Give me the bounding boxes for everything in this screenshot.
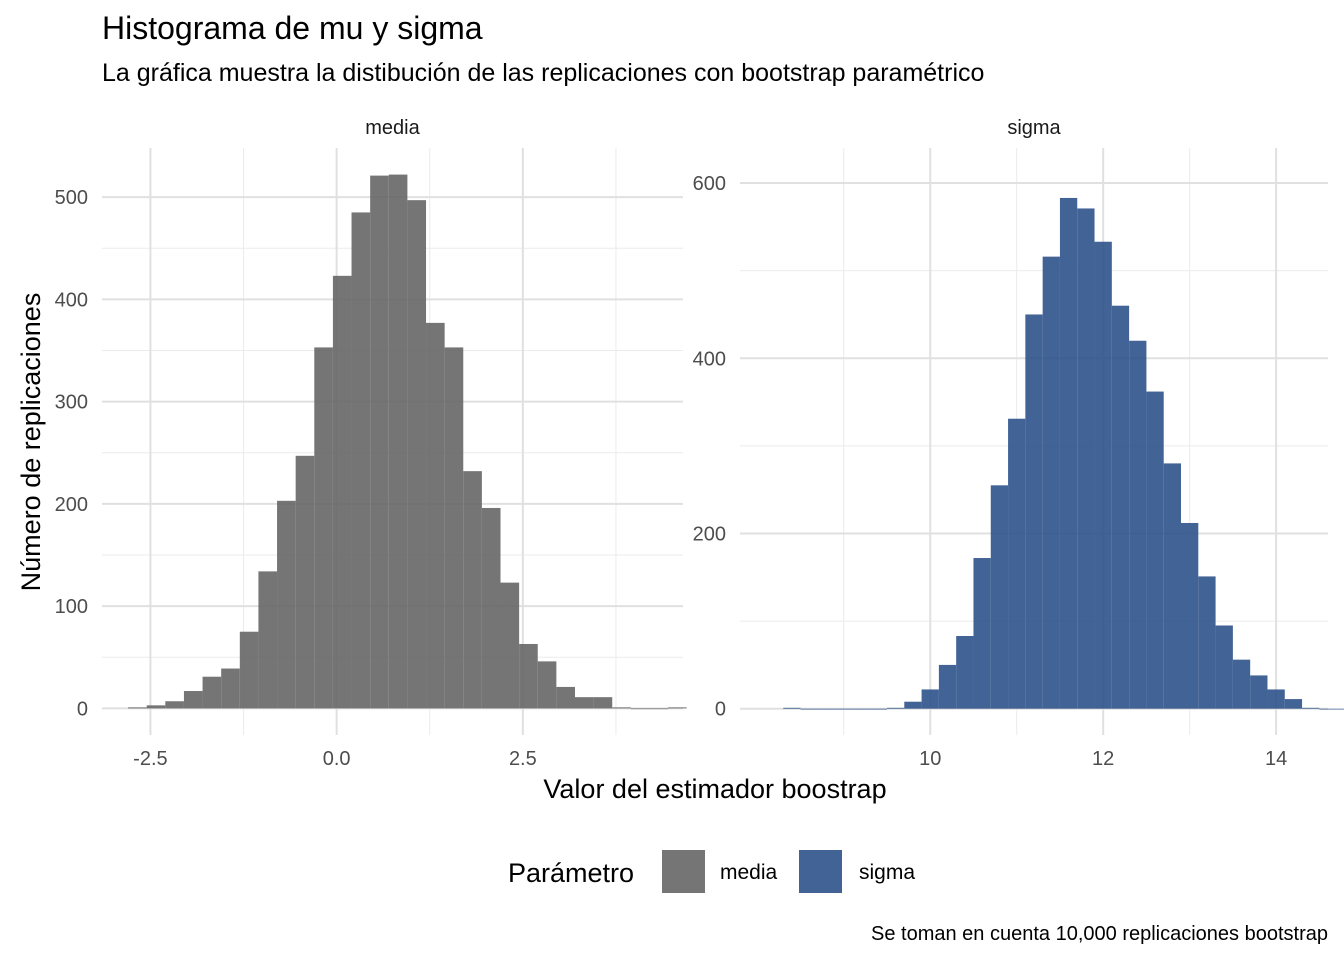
legend-key-media	[662, 850, 705, 893]
x-tick-label: 14	[1265, 748, 1287, 770]
histogram-bar-sigma	[1111, 305, 1130, 709]
histogram-bar-media	[183, 691, 203, 709]
y-tick-label: 500	[55, 187, 88, 209]
histogram-bar-sigma	[956, 635, 974, 709]
y-tick-label: 400	[693, 348, 726, 370]
histogram-bar-sigma	[852, 708, 870, 710]
y-tick-label: 0	[715, 699, 726, 721]
chart-caption: Se toman en cuenta 10,000 replicaciones …	[871, 923, 1328, 945]
histogram-bar-sigma	[1336, 708, 1344, 710]
histogram-bar-media	[574, 697, 594, 709]
histogram-bar-sigma	[1077, 208, 1095, 709]
facet-label-sigma: sigma	[1007, 117, 1061, 139]
chart-title: Histograma de mu y sigma	[102, 10, 483, 46]
histogram-bar-sigma	[1267, 689, 1285, 709]
y-tick-label: 200	[693, 523, 726, 545]
histogram-bar-media	[146, 705, 166, 709]
histogram-bar-sigma	[835, 708, 853, 710]
legend-label-sigma: sigma	[859, 861, 915, 884]
x-tick-label: 0.0	[323, 748, 351, 770]
histogram-bar-sigma	[1302, 707, 1320, 709]
histogram-bar-sigma	[1250, 675, 1268, 709]
histogram-bar-sigma	[1059, 197, 1078, 709]
histogram-bar-media	[630, 708, 650, 710]
histogram-bar-sigma	[1181, 522, 1199, 709]
histogram-bar-media	[370, 175, 389, 709]
chart-subtitle: La gráfica muestra la distibución de las…	[102, 59, 985, 87]
histogram-bar-media	[351, 212, 371, 709]
y-tick-label: 600	[693, 173, 726, 195]
histogram-bar-sigma	[1163, 463, 1181, 709]
histogram-bar-media	[221, 668, 240, 709]
histogram-bar-media	[388, 174, 408, 709]
x-tick-label: 2.5	[509, 748, 537, 770]
histogram-bar-sigma	[783, 707, 801, 709]
y-tick-label: 400	[55, 289, 88, 311]
histogram-bar-sigma	[1025, 314, 1043, 709]
histogram-bar-sigma	[1094, 241, 1112, 709]
histogram-bar-media	[314, 347, 333, 709]
histogram-bar-sigma	[1146, 391, 1164, 709]
histogram-bar-media	[165, 701, 184, 709]
histogram-bar-sigma	[1129, 340, 1147, 709]
histogram-bar-media	[537, 661, 557, 709]
histogram-bar-media	[426, 322, 445, 709]
histogram-bar-sigma	[800, 708, 818, 710]
histogram-bar-sigma	[904, 701, 922, 709]
x-tick-label: -2.5	[133, 748, 167, 770]
histogram-bar-sigma	[990, 485, 1009, 709]
histogram-bar-media	[332, 275, 352, 709]
histogram-bar-media	[239, 631, 259, 709]
histogram-bar-sigma	[973, 558, 991, 709]
histogram-bar-media	[128, 707, 147, 709]
y-tick-label: 100	[55, 596, 88, 618]
legend-label-media: media	[720, 861, 778, 884]
histogram-bar-media	[481, 507, 501, 709]
histogram-bar-sigma	[887, 707, 905, 709]
legend-title: Parámetro	[508, 858, 634, 888]
facet-label-media: media	[365, 117, 420, 139]
histogram-bar-sigma	[1215, 625, 1233, 709]
histogram-bar-sigma	[1319, 708, 1337, 710]
y-tick-label: 200	[55, 494, 88, 516]
histogram-bar-sigma	[869, 708, 887, 710]
x-tick-label: 12	[1092, 748, 1114, 770]
y-axis-title: Número de replicaciones	[16, 293, 46, 592]
histogram-bar-sigma	[938, 664, 957, 709]
histogram-bar-media	[463, 471, 482, 709]
histogram-bar-sigma	[1284, 699, 1303, 709]
histogram-bar-media	[500, 582, 520, 709]
histogram-bar-media	[612, 707, 631, 709]
histogram-bar-sigma	[817, 708, 836, 710]
histogram-bar-media	[556, 686, 575, 709]
histogram-bar-media	[444, 347, 464, 709]
histogram-bar-media	[649, 708, 669, 710]
histogram-bar-media	[593, 697, 613, 709]
x-tick-label: 10	[919, 748, 941, 770]
histogram-bar-sigma	[921, 689, 939, 709]
histogram-bar-sigma	[1232, 659, 1251, 709]
histogram-bar-sigma	[1008, 418, 1026, 709]
histogram-bar-sigma	[1198, 576, 1216, 709]
y-tick-label: 300	[55, 392, 88, 414]
histogram-bar-media	[668, 707, 687, 709]
histogram-bar-sigma	[1042, 256, 1060, 709]
histogram-bar-media	[407, 200, 427, 709]
legend-key-sigma	[799, 850, 842, 893]
histogram-bar-media	[295, 455, 315, 709]
histogram-bar-media	[202, 676, 222, 709]
histogram-bar-media	[277, 500, 296, 709]
histogram-bar-media	[258, 571, 278, 709]
x-axis-title: Valor del estimador boostrap	[543, 774, 886, 804]
histogram-bar-media	[519, 643, 538, 709]
y-tick-label: 0	[77, 698, 88, 720]
